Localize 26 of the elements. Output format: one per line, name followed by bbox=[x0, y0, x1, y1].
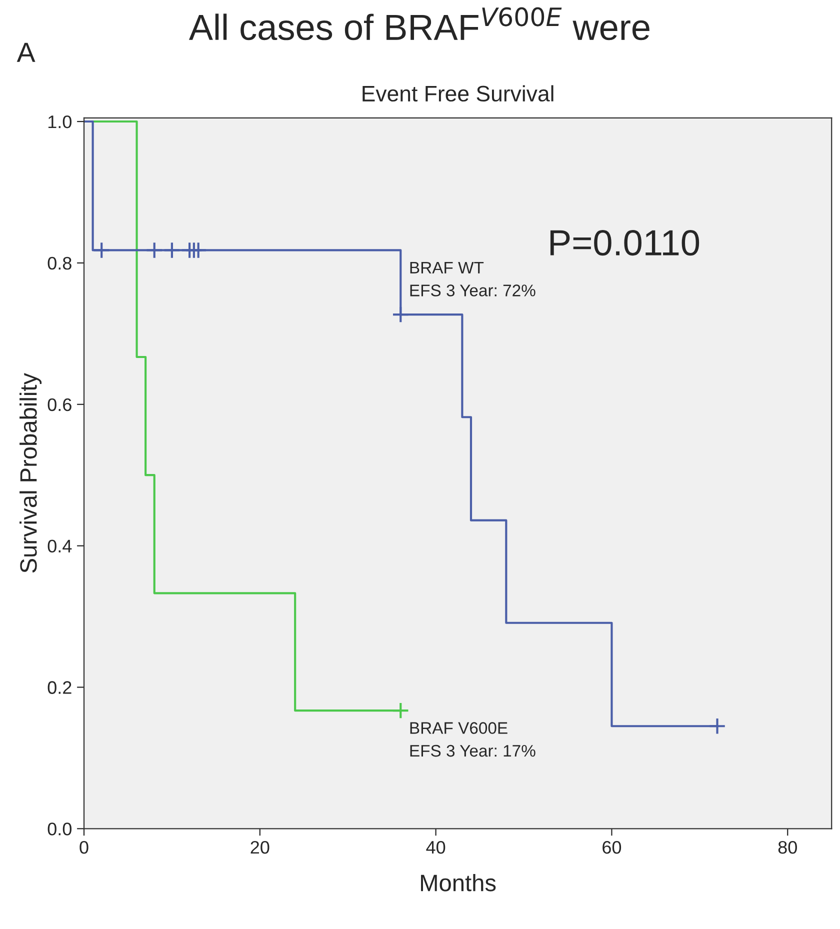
text: A bbox=[16, 42, 36, 62]
x-tick-label: 60 bbox=[602, 840, 622, 854]
chart-title: Event Free Survival bbox=[362, 85, 554, 102]
y-tick-label: 0.8 bbox=[48, 256, 72, 270]
annotation: P=0.0110 bbox=[550, 230, 700, 256]
point bbox=[392, 306, 410, 324]
point bbox=[190, 242, 207, 259]
x-tick-label: 0 bbox=[80, 840, 88, 854]
point bbox=[163, 242, 181, 259]
y-tick-label: 0.2 bbox=[48, 681, 72, 694]
x-axis-title: Months bbox=[421, 874, 496, 892]
x-tick-label: 80 bbox=[778, 840, 797, 854]
x-tick-label: 20 bbox=[250, 840, 270, 854]
y-tick-label: 0.4 bbox=[48, 540, 72, 553]
x-tick-label: 40 bbox=[426, 840, 446, 854]
point bbox=[392, 702, 410, 720]
text: All cases of BRAF$^{V600E}$ were bbox=[188, 7, 650, 40]
point bbox=[146, 242, 164, 259]
point bbox=[92, 242, 110, 259]
y-tick-label: 0.0 bbox=[48, 822, 72, 836]
point bbox=[708, 717, 726, 735]
annotation: BRAF WT EFS 3 Year: 72% bbox=[410, 262, 536, 296]
y-tick-label: 0.6 bbox=[48, 398, 72, 412]
y-axis-title: Survival Probability bbox=[20, 372, 42, 573]
annotation: BRAF V600E EFS 3 Year: 17% bbox=[410, 722, 536, 757]
y-tick-label: 1.0 bbox=[48, 115, 72, 128]
